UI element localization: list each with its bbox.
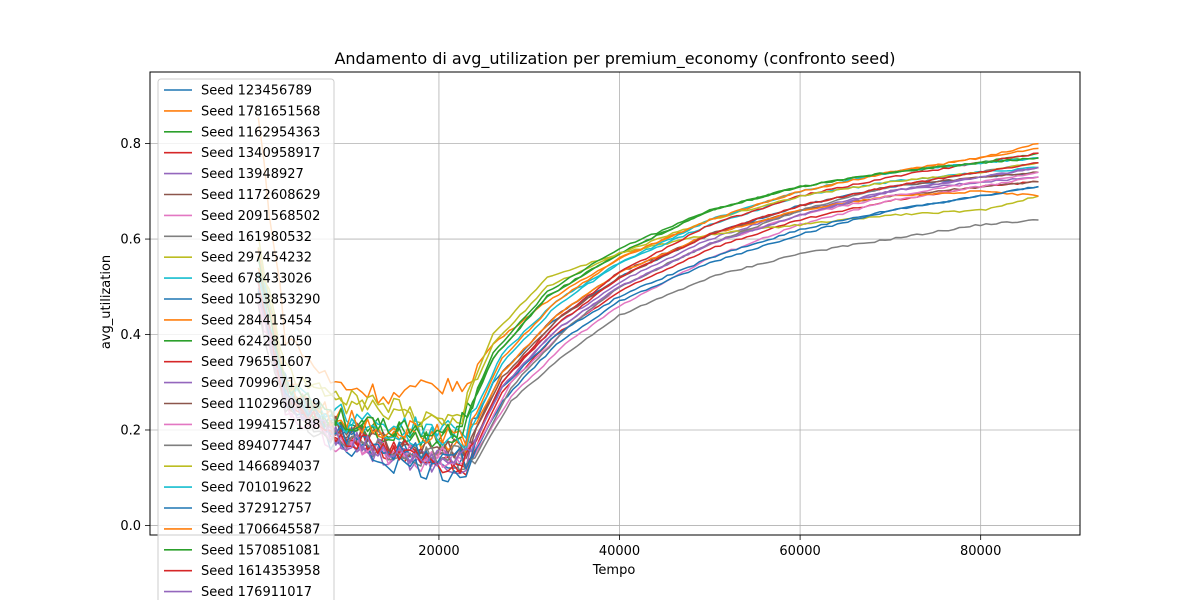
series-line-10 xyxy=(257,185,1039,483)
legend-label-20: Seed 372912757 xyxy=(201,502,312,517)
x-axis-label: Tempo xyxy=(592,563,636,578)
x-tick-label-2: 60000 xyxy=(779,544,820,559)
legend-label-4: Seed 13948927 xyxy=(201,167,304,182)
series-line-20 xyxy=(257,185,1039,470)
y-tick-label-1: 0.2 xyxy=(120,423,141,438)
legend-label-17: Seed 894077447 xyxy=(201,439,312,454)
legend-label-1: Seed 1781651568 xyxy=(201,104,320,119)
y-tick-label-4: 0.8 xyxy=(120,137,141,152)
series-line-22 xyxy=(257,157,1039,439)
legend-label-16: Seed 1994157188 xyxy=(201,418,320,433)
legend-label-5: Seed 1172608629 xyxy=(201,188,320,203)
series-line-21 xyxy=(257,147,1039,447)
legend-label-0: Seed 123456789 xyxy=(201,84,312,99)
legend-label-7: Seed 161980532 xyxy=(201,230,312,245)
legend-label-13: Seed 796551607 xyxy=(201,355,312,370)
legend-label-6: Seed 2091568502 xyxy=(201,209,320,224)
legend-label-21: Seed 1706645587 xyxy=(201,522,320,537)
legend-label-24: Seed 176911017 xyxy=(201,585,312,600)
legend: Seed 123456789 Seed 1781651568 Seed 116295… xyxy=(157,78,335,600)
legend-label-3: Seed 1340958917 xyxy=(201,146,320,161)
legend-label-9: Seed 678433026 xyxy=(201,272,312,287)
legend-label-23: Seed 1614353958 xyxy=(201,564,320,579)
legend-label-11: Seed 284415454 xyxy=(201,313,312,328)
y-axis-label: avg_utilization xyxy=(99,255,114,349)
x-tick-label-0: 20000 xyxy=(418,544,459,559)
legend-box xyxy=(157,78,335,600)
series-line-6 xyxy=(257,176,1039,473)
series-line-8 xyxy=(257,195,1039,426)
series-line-24 xyxy=(257,166,1039,467)
legend-label-19: Seed 701019622 xyxy=(201,481,312,496)
series-line-12 xyxy=(257,152,1039,450)
legend-label-2: Seed 1162954363 xyxy=(201,125,320,140)
x-tick-label-1: 40000 xyxy=(599,544,640,559)
legend-label-18: Seed 1466894037 xyxy=(201,460,320,475)
series-line-7 xyxy=(257,218,1039,471)
y-tick-label-2: 0.4 xyxy=(120,328,141,343)
x-tick-label-3: 80000 xyxy=(960,544,1001,559)
y-tick-label-3: 0.6 xyxy=(120,233,141,248)
legend-label-14: Seed 709967173 xyxy=(201,376,312,391)
legend-label-22: Seed 1570851081 xyxy=(201,543,320,558)
plot-frame xyxy=(149,71,1081,536)
series-line-11 xyxy=(257,190,1039,454)
legend-label-12: Seed 624281050 xyxy=(201,334,312,349)
chart-title: Andamento di avg_utilization per premium… xyxy=(334,49,895,69)
legend-label-8: Seed 297454232 xyxy=(201,251,312,266)
y-tick-label-0: 0.0 xyxy=(120,519,141,534)
series-line-18 xyxy=(257,161,1039,430)
series-line-23 xyxy=(257,161,1039,474)
legend-label-15: Seed 1102960919 xyxy=(201,397,320,412)
legend-label-10: Seed 1053853290 xyxy=(201,293,320,308)
